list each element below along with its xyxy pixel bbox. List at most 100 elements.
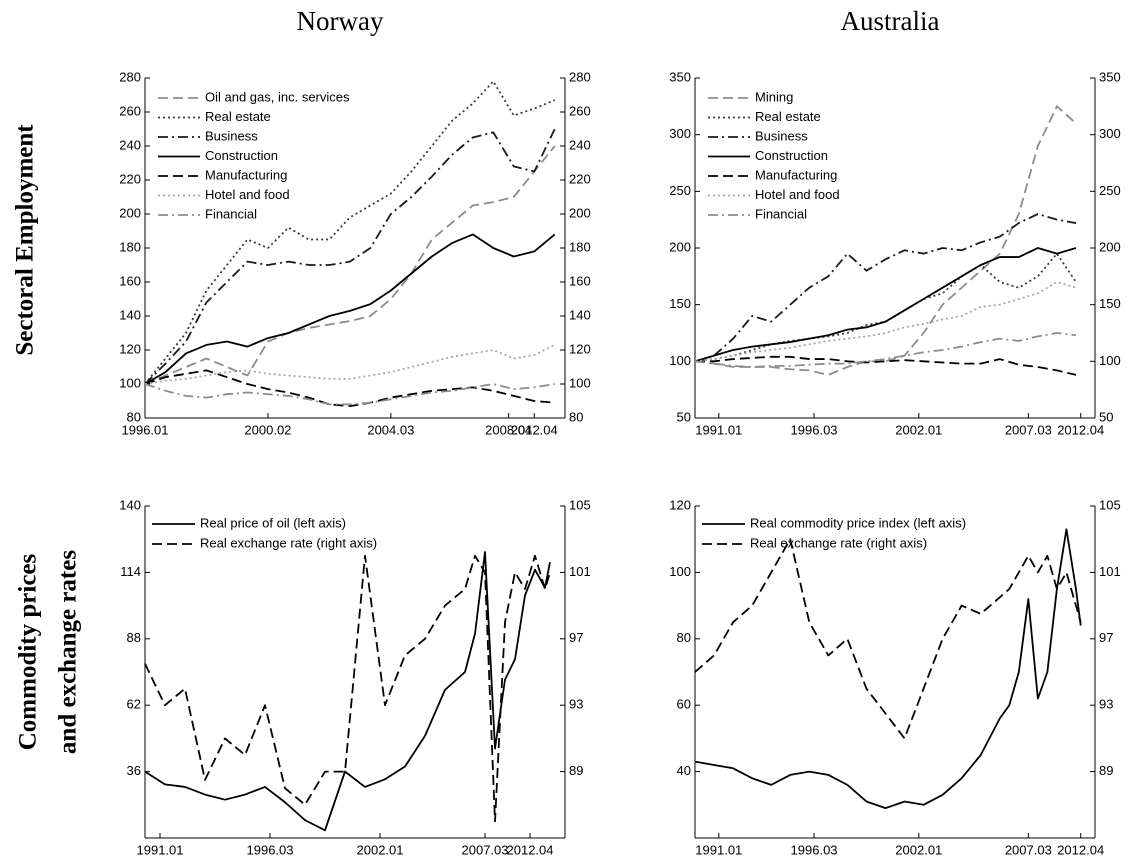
series-line (144, 383, 555, 406)
series-line (144, 233, 556, 385)
y2-tick-label: 101 (1099, 564, 1121, 579)
y-tick-label: 140 (119, 307, 141, 322)
y2-tick-label: 140 (569, 307, 591, 322)
y-tick-label: 120 (669, 497, 691, 512)
x-tick-label: 1996.01 (122, 422, 169, 437)
x-tick-label: 2004.03 (367, 422, 414, 437)
series-line (694, 105, 1077, 376)
series-line (144, 145, 556, 385)
x-tick-label: 2012.04 (511, 422, 558, 437)
column-title: Australia (841, 6, 940, 36)
y-tick-label: 114 (120, 564, 141, 579)
y-tick-label: 60 (677, 697, 691, 712)
y2-tick-label: 105 (569, 497, 591, 512)
legend-label: Mining (755, 89, 793, 104)
series-line (694, 213, 1077, 363)
legend-label: Real estate (755, 109, 821, 124)
y2-tick-label: 350 (1099, 69, 1121, 84)
y-tick-label: 80 (127, 409, 141, 424)
y2-tick-label: 89 (569, 763, 583, 778)
legend-label: Real estate (205, 109, 271, 124)
legend-label: Manufacturing (755, 167, 837, 182)
x-tick-label: 2012.04 (1057, 842, 1104, 857)
y2-tick-label: 260 (569, 103, 591, 118)
y2-tick-label: 200 (1099, 239, 1121, 254)
row-label: Sectoral Employment (12, 124, 39, 356)
y2-tick-label: 100 (1099, 353, 1121, 368)
legend-label: Construction (205, 148, 278, 163)
y2-tick-label: 180 (569, 239, 591, 254)
legend-label: Real exchange rate (right axis) (200, 535, 377, 550)
y2-tick-label: 280 (569, 69, 591, 84)
y2-tick-label: 100 (569, 375, 591, 390)
y-tick-label: 100 (119, 375, 141, 390)
y2-tick-label: 240 (569, 137, 591, 152)
y2-tick-label: 93 (1099, 697, 1113, 712)
y-tick-label: 100 (669, 564, 691, 579)
y-tick-label: 240 (119, 137, 141, 152)
y-tick-label: 200 (119, 205, 141, 220)
y-tick-label: 300 (669, 126, 691, 141)
x-tick-label: 1996.03 (247, 842, 294, 857)
series-line (694, 538, 1082, 740)
legend-label: Business (755, 128, 808, 143)
y2-tick-label: 220 (569, 171, 591, 186)
legend-label: Real price of oil (left axis) (200, 515, 346, 530)
y2-tick-label: 97 (1099, 630, 1113, 645)
series-line (144, 80, 556, 385)
series-line (144, 344, 556, 385)
x-tick-label: 2008.04 (485, 422, 532, 437)
y-tick-label: 220 (119, 171, 141, 186)
column-title: Norway (297, 6, 384, 36)
series-line (144, 551, 551, 832)
y-tick-label: 250 (669, 183, 691, 198)
y2-tick-label: 50 (1099, 409, 1113, 424)
x-tick-label: 2002.01 (895, 842, 942, 857)
y-tick-label: 80 (677, 630, 691, 645)
legend-label: Oil and gas, inc. services (205, 89, 350, 104)
y2-tick-label: 120 (569, 341, 591, 356)
x-tick-label: 1991.01 (695, 422, 742, 437)
y-tick-label: 260 (119, 103, 141, 118)
y-tick-label: 62 (127, 697, 141, 712)
legend-label: Financial (755, 206, 807, 221)
x-tick-label: 2002.01 (895, 422, 942, 437)
x-tick-label: 1991.01 (695, 842, 742, 857)
y-tick-label: 88 (127, 630, 141, 645)
series-line (694, 528, 1082, 810)
row-label: and exchange rates (55, 550, 82, 754)
series-line (694, 247, 1077, 363)
legend-label: Construction (755, 148, 828, 163)
y2-tick-label: 200 (569, 205, 591, 220)
legend-label: Real exchange rate (right axis) (750, 535, 927, 550)
y2-tick-label: 160 (569, 273, 591, 288)
y-tick-label: 160 (119, 273, 141, 288)
y2-tick-label: 250 (1099, 183, 1121, 198)
y2-tick-label: 300 (1099, 126, 1121, 141)
y-tick-label: 280 (119, 69, 141, 84)
legend-label: Financial (205, 206, 257, 221)
y2-tick-label: 150 (1099, 296, 1121, 311)
series-line (694, 252, 1077, 363)
legend-label: Hotel and food (755, 187, 840, 202)
y-tick-label: 40 (677, 763, 691, 778)
series-line (694, 332, 1077, 368)
legend-label: Real commodity price index (left axis) (750, 515, 966, 530)
y2-tick-label: 97 (569, 630, 583, 645)
y-tick-label: 180 (119, 239, 141, 254)
y-tick-label: 350 (669, 69, 691, 84)
series-line (144, 128, 556, 385)
x-tick-label: 1996.03 (791, 422, 838, 437)
y2-tick-label: 93 (569, 697, 583, 712)
x-tick-label: 1996.03 (791, 842, 838, 857)
y-tick-label: 150 (669, 296, 691, 311)
y2-tick-label: 105 (1099, 497, 1121, 512)
y-tick-label: 140 (119, 497, 141, 512)
x-tick-label: 2007.03 (1005, 422, 1052, 437)
y-tick-label: 120 (119, 341, 141, 356)
series-line (144, 554, 551, 823)
y-tick-label: 36 (127, 763, 141, 778)
x-tick-label: 2007.03 (462, 842, 509, 857)
row-label: Commodity prices (15, 553, 42, 750)
